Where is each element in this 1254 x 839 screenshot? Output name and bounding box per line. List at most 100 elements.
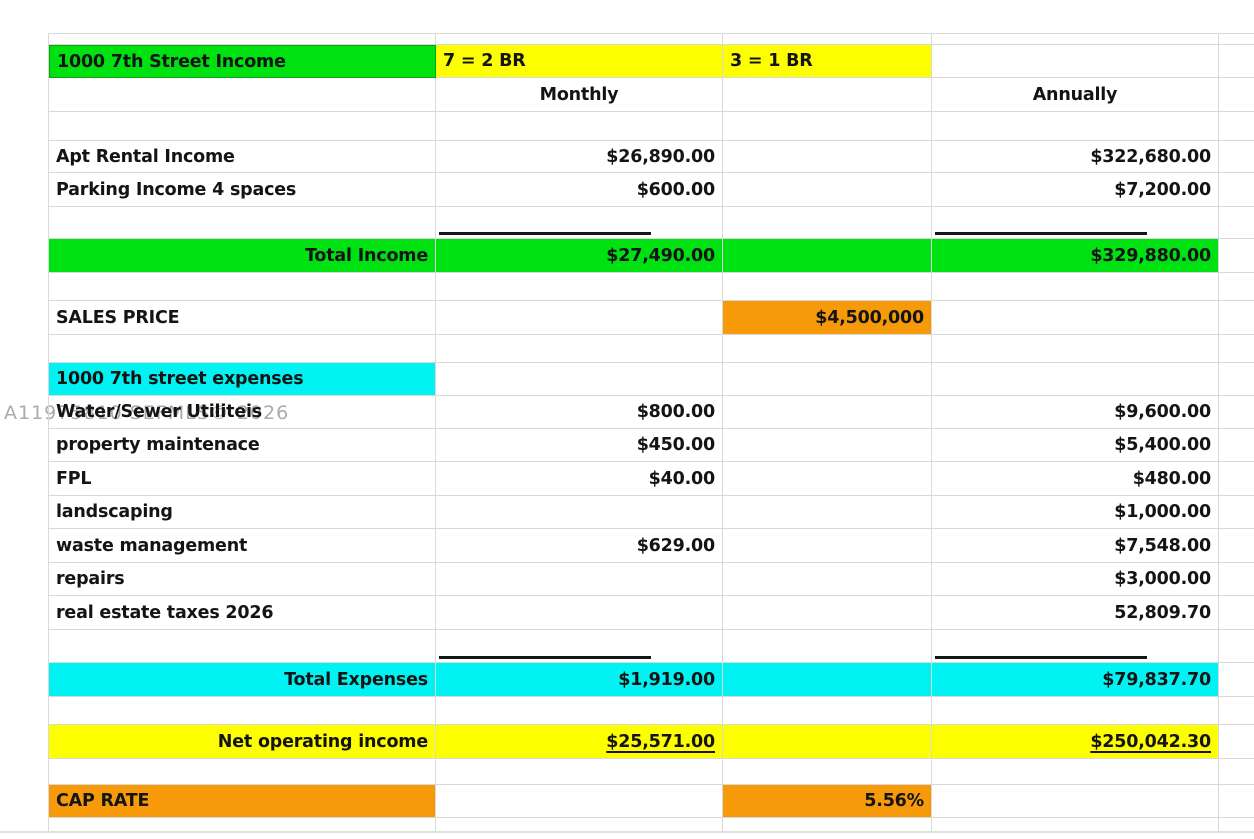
- fpl-row-monthly-cell: $40.00: [436, 462, 723, 496]
- cell-text: waste management: [56, 535, 248, 556]
- cell-text: $7,548.00: [1114, 535, 1211, 556]
- blank-row-1-label-cell: [49, 112, 436, 141]
- cell-text: $250,042.30: [1090, 731, 1211, 752]
- total-income-row-annually-cell: $329,880.00: [932, 239, 1219, 273]
- period-header-row-label-cell: [49, 78, 436, 112]
- income-sum-underline-row-edge-cell: [1219, 207, 1254, 239]
- sales-price-row-monthly-cell: [436, 301, 723, 335]
- parking-income-row-monthly-cell: $600.00: [436, 173, 723, 207]
- expenses-header-row-monthly-cell: [436, 363, 723, 396]
- cell-text: Annually: [1032, 84, 1118, 105]
- cell-text: repairs: [56, 569, 125, 589]
- cell-text: FPL: [56, 468, 92, 489]
- cell-text: $629.00: [636, 535, 716, 556]
- blank-row-4-edge-cell: [1219, 697, 1254, 725]
- period-header-row-monthly-cell: Monthly: [436, 78, 723, 112]
- cell-text: 1000 7th Street Income: [57, 51, 286, 72]
- repairs-row-edge-cell: [1219, 563, 1254, 596]
- water-sewer-row-edge-cell: [1219, 396, 1254, 429]
- total-expenses-row: Total Expenses $1,919.00 $79,837.70: [49, 663, 1254, 697]
- apt-rental-income-row-label-cell: Apt Rental Income: [49, 141, 436, 173]
- net-operating-income-row-monthly-cell: $25,571.00: [436, 725, 723, 759]
- property-maintenance-row-annually-cell: $5,400.00: [932, 429, 1219, 462]
- expenses-header-row-mid-cell: [723, 363, 932, 396]
- income-header-row-mid-cell: 3 = 1 BR: [723, 45, 932, 78]
- cell-text: $40.00: [648, 468, 716, 489]
- parking-income-row-mid-cell: [723, 173, 932, 207]
- fpl-row-annually-cell: $480.00: [932, 462, 1219, 496]
- top-spacer-row-annually-cell: [932, 34, 1219, 45]
- total-income-row-monthly-cell: $27,490.00: [436, 239, 723, 273]
- fpl-row-label-cell: FPL: [49, 462, 436, 496]
- waste-management-row-monthly-cell: $629.00: [436, 529, 723, 563]
- water-sewer-row-label-cell: Water/Sewer Utiliteis: [49, 396, 436, 429]
- expense-sum-underline-row-monthly-cell: [436, 630, 723, 663]
- income-sum-underline-row-mid-cell: [723, 207, 932, 239]
- blank-row-1: [49, 112, 1254, 141]
- income-header-row-annually-cell: [932, 45, 1219, 78]
- blank-row-3-edge-cell: [1219, 335, 1254, 363]
- cell-text: real estate taxes 2026: [56, 602, 274, 623]
- top-spacer-row-edge-cell: [1219, 34, 1254, 45]
- cell-text: $4,500,000: [815, 307, 924, 328]
- repairs-row-mid-cell: [723, 563, 932, 596]
- waste-management-row: waste management $629.00 $7,548.00: [49, 529, 1254, 563]
- expenses-header-row: 1000 7th street expenses: [49, 363, 1254, 396]
- cell-text: $600.00: [636, 179, 716, 200]
- repairs-row: repairs $3,000.00: [49, 563, 1254, 596]
- expenses-header-row-annually-cell: [932, 363, 1219, 396]
- expense-sum-underline-row-edge-cell: [1219, 630, 1254, 663]
- sales-price-row-edge-cell: [1219, 301, 1254, 335]
- blank-row-4-mid-cell: [723, 697, 932, 725]
- apt-rental-income-row-mid-cell: [723, 141, 932, 173]
- blank-row-2-label-cell: [49, 273, 436, 301]
- property-maintenance-row: property maintenace $450.00 $5,400.00: [49, 429, 1254, 462]
- total-expenses-row-monthly-cell: $1,919.00: [436, 663, 723, 697]
- cell-text: $800.00: [636, 402, 716, 422]
- cell-text: Parking Income 4 spaces: [56, 179, 297, 200]
- blank-row-5: [49, 759, 1254, 785]
- sales-price-row-label-cell: SALES PRICE: [49, 301, 436, 335]
- cell-text: SALES PRICE: [56, 307, 180, 328]
- water-sewer-row-mid-cell: [723, 396, 932, 429]
- net-operating-income-row: Net operating income $25,571.00 $250,042.3…: [49, 725, 1254, 759]
- cell-text: $480.00: [1132, 468, 1212, 489]
- total-income-row: Total Income $27,490.00 $329,880.00: [49, 239, 1254, 273]
- blank-row-3-monthly-cell: [436, 335, 723, 363]
- income-sum-underline-row-annually-cell: [932, 207, 1219, 239]
- income-header-row: 1000 7th Street Income 7 = 2 BR 3 = 1 BR: [49, 45, 1254, 78]
- total-income-row-mid-cell: [723, 239, 932, 273]
- period-header-row-annually-cell: Annually: [932, 78, 1219, 112]
- blank-row-2-mid-cell: [723, 273, 932, 301]
- cap-rate-row-edge-cell: [1219, 785, 1254, 818]
- cell-text: $27,490.00: [606, 245, 715, 266]
- cell-text: landscaping: [56, 502, 173, 522]
- cell-text: $329,880.00: [1090, 245, 1211, 266]
- cell-text: 7 = 2 BR: [443, 51, 526, 71]
- real-estate-taxes-row: real estate taxes 2026 52,809.70: [49, 596, 1254, 630]
- blank-row-5-label-cell: [49, 759, 436, 785]
- watermark-text: A11975810 SEFMLS© 2026: [4, 402, 290, 424]
- expense-sum-underline-row-label-cell: [49, 630, 436, 663]
- blank-row-4-monthly-cell: [436, 697, 723, 725]
- cell-text: $9,600.00: [1114, 402, 1211, 422]
- property-maintenance-row-label-cell: property maintenace: [49, 429, 436, 462]
- real-estate-taxes-row-annually-cell: 52,809.70: [932, 596, 1219, 630]
- period-header-row: Monthly Annually: [49, 78, 1254, 112]
- net-operating-income-row-mid-cell: [723, 725, 932, 759]
- cell-text: $25,571.00: [606, 731, 715, 752]
- period-header-row-mid-cell: [723, 78, 932, 112]
- waste-management-row-mid-cell: [723, 529, 932, 563]
- expense-sum-underline-row: [49, 630, 1254, 663]
- cell-text: 1000 7th street expenses: [56, 369, 304, 389]
- total-income-row-label-cell: Total Income: [49, 239, 436, 273]
- blank-row-3-label-cell: [49, 335, 436, 363]
- parking-income-row-label-cell: Parking Income 4 spaces: [49, 173, 436, 207]
- waste-management-row-annually-cell: $7,548.00: [932, 529, 1219, 563]
- income-header-row-monthly-cell: 7 = 2 BR: [436, 45, 723, 78]
- net-operating-income-row-edge-cell: [1219, 725, 1254, 759]
- expenses-header-row-edge-cell: [1219, 363, 1254, 396]
- landscaping-row-annually-cell: $1,000.00: [932, 496, 1219, 529]
- total-expenses-row-mid-cell: [723, 663, 932, 697]
- mls-watermark: A11975810 SEFMLS© 2026: [4, 402, 289, 424]
